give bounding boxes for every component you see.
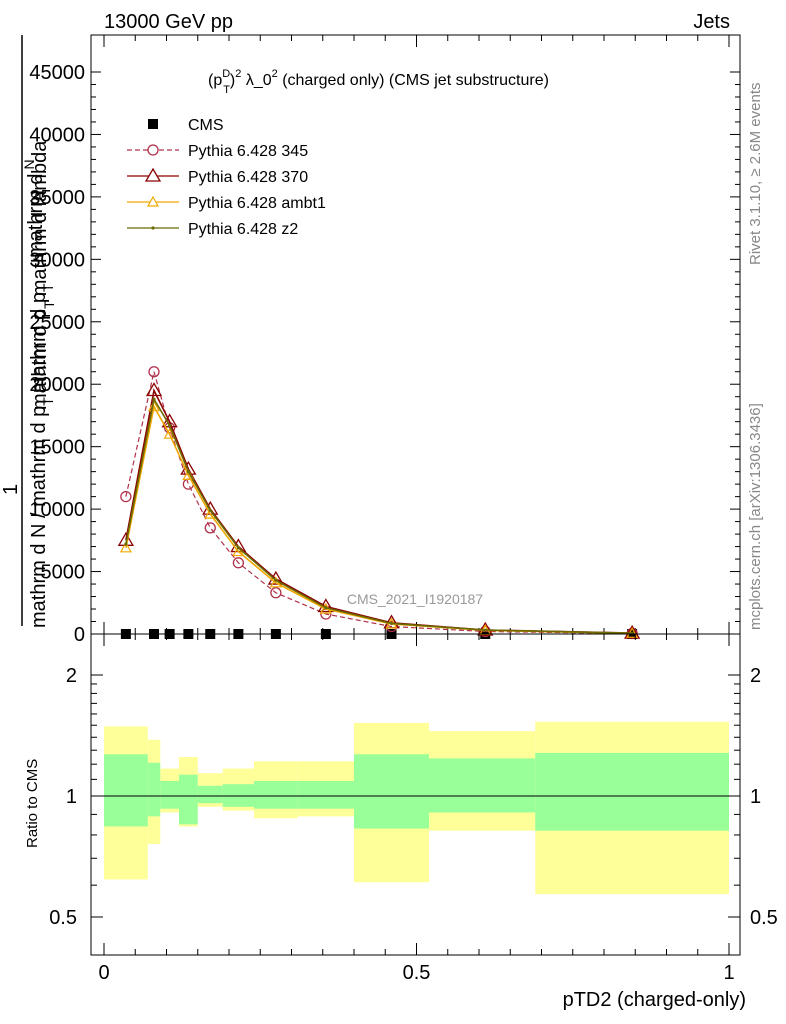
main-title: (pD T)2 λ_02 (charged only) (CMS jet subs… [208,68,549,96]
series-marker-triangle [623,624,641,639]
series-marker-circle [385,620,398,633]
series-marker-triangle [477,621,494,636]
rivet-label: Rivet 3.1.10, ≥ 2.6M events [747,83,764,266]
series-marker-dot [168,423,172,428]
svg-text:1: 1 [0,484,22,495]
ratio-band-green [104,754,148,827]
main-y-tick-label: 10000 [29,499,85,521]
main-y-tick-label: 40000 [29,124,85,146]
ratio-y-label: Ratio to CMS [24,759,41,848]
ratio-band-green [222,784,254,807]
series-marker-circle [204,522,216,534]
svg-text:mathrm d N / mathrm d pTmathrm: mathrm d N / mathrm d pTmathrm d pT [28,283,56,628]
series-marker-dot [389,621,394,625]
series-marker-dot [274,578,278,582]
ratio-band-green [535,752,729,831]
svg-text:mathrm dN: mathrm dN [21,159,47,258]
series-marker-circle [148,366,160,378]
legend-entry: Pythia 6.428 370 [188,169,308,186]
legend-entry: Pythia 6.428 345 [188,143,308,160]
main-y-tick-label: 35000 [29,187,85,209]
ratio-bands [104,721,729,895]
ratio-band-green [429,758,536,813]
legend-marker [151,226,155,230]
legend-entry: Pythia 6.428 ambt1 [188,195,326,212]
series-line [125,371,633,635]
ratio-band-green [160,780,179,809]
series-marker-dot [208,508,212,512]
ratio-y-tick-label: 2 [66,665,77,687]
ratio-band-green [197,785,223,804]
main-y-axis: 0 5000 10000 15000 20000 25000 30000 35000 40000… [29,62,740,646]
main-y-label: mathrm dN mathrm d pTmathrm d lambda 1 m… [0,35,57,628]
svg-text:mathrm d pTmathrm d lambda: mathrm d pTmathrm d lambda [29,140,57,410]
ratio-band-green [254,780,298,809]
ratio-band-green [354,754,429,829]
ratio-panel: 0.5 0.51 12 2 0 0.5 1 Ratio to CMS pTD2 (char… [24,633,778,1011]
series-marker-small-triangle [147,400,161,412]
series-marker-dot [152,397,156,401]
main-y-tick-label: 20000 [29,374,85,396]
main-y-tick-label: 45000 [29,62,85,84]
ratio-y-axis: 0.5 0.5 1 1 2 2 [49,665,778,929]
x-tick-label: 1 [723,962,734,984]
watermark: CMS_2021_I1920187 [347,591,483,607]
main-y-tick-label: 0 [74,624,85,646]
series-marker-circle [270,587,282,599]
series-marker-triangle [145,382,163,397]
series-marker-circle [120,490,132,503]
series-marker-dot [186,470,190,474]
main-y-tick-label: 25000 [29,312,85,334]
x-tick-label: 0.5 [403,962,431,984]
legend-marker [148,119,158,129]
series-marker-small-triangle [119,541,132,553]
ratio-band-green [297,780,354,809]
x-axis-label: pTD2 (charged-only) [563,989,746,1011]
header-right: Jets [693,11,730,33]
legend-marker [144,167,162,182]
series-marker-small-triangle [232,545,245,557]
legend-marker [146,195,160,207]
legend-marker [147,144,159,156]
ratio-y-tick-label: 1 [66,786,77,808]
series-marker-dot [324,606,328,610]
ratio-band-green [147,762,161,817]
series-marker-dot [236,546,240,550]
series-4 [124,396,634,635]
main-y-tick-label: 15000 [29,437,85,459]
x-tick-label: 0 [98,962,109,984]
ratio-y-tick-label-right: 2 [750,665,761,687]
main-y-tick-label: 30000 [29,249,85,271]
legend: CMS Pythia 6.428 345 Pythia 6.428 370 Pythi… [127,117,326,238]
main-y-tick-label: 5000 [41,562,86,584]
ratio-y-tick-label: 0.5 [49,907,77,929]
ratio-frame [90,633,741,956]
mcplots-label: mcplots.cern.ch [arXiv:1306.3436] [747,403,764,630]
header-left: 13000 GeV pp [104,11,233,33]
legend-entry: Pythia 6.428 z2 [188,221,298,238]
legend-entry: CMS [188,117,224,134]
series-marker-circle [232,557,245,569]
ratio-y-tick-label-right: 1 [750,786,761,808]
series-marker-dot [483,628,487,632]
series-marker-dot [124,542,128,546]
ratio-x-axis: 0 0.5 1 [98,634,735,984]
ratio-band-green [179,774,198,825]
ratio-y-tick-label-right: 0.5 [750,907,778,929]
main-panel: 0 5000 10000 15000 20000 25000 30000 35000 40000… [0,34,741,646]
